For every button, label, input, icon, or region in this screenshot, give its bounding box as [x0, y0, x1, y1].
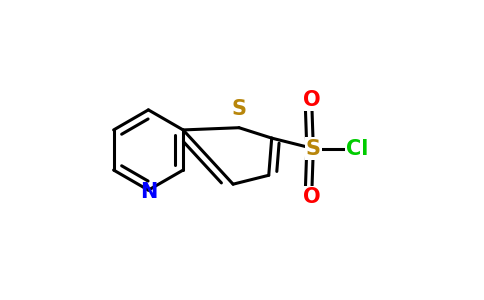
Text: N: N	[140, 182, 157, 202]
Text: S: S	[231, 99, 246, 119]
Text: Cl: Cl	[346, 139, 368, 158]
Text: O: O	[303, 90, 321, 110]
Text: O: O	[303, 187, 321, 207]
Text: S: S	[306, 139, 321, 158]
